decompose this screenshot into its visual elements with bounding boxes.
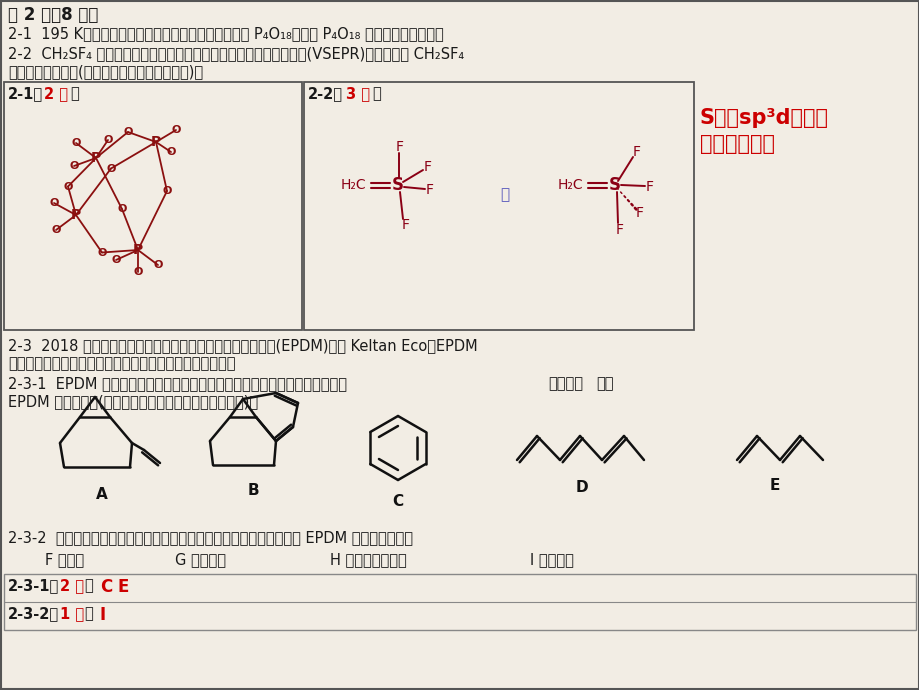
Text: 制备: 制备 [596,376,613,391]
Text: B: B [247,483,258,498]
Text: 不可用于: 不可用于 [548,376,583,391]
Text: 2-3-2  合成高分子主要分为塑料、纤维和橡胶三大类，下列高分子中与 EPDM 同为橡胶的是：: 2-3-2 合成高分子主要分为塑料、纤维和橡胶三大类，下列高分子中与 EPDM … [8,530,413,545]
Text: O: O [111,255,120,265]
Text: 1 分: 1 分 [60,606,84,621]
Bar [303,82,693,330]
Text: E: E [769,478,779,493]
Text: F: F [402,218,410,232]
Text: 的分子结构示意图(体现合理的成键及角度关系)。: 的分子结构示意图(体现合理的成键及角度关系)。 [8,64,203,79]
Text: O: O [50,198,59,208]
Text: 或: 或 [500,188,509,202]
Text: H₂C: H₂C [557,178,582,192]
Text: F: F [395,140,403,154]
Text: O: O [171,125,180,135]
Text: P: P [151,135,161,149]
Text: O: O [123,127,132,137]
Text: 2 分: 2 分 [60,578,84,593]
Text: O: O [166,147,176,157]
Text: D: D [575,480,587,495]
Text: S原子sp³d杂化，: S原子sp³d杂化， [699,108,828,128]
Text: O: O [97,248,107,257]
Text: O: O [72,138,81,148]
Text: G 聚丙烯腈: G 聚丙烯腈 [175,552,226,567]
Text: O: O [69,161,79,171]
Text: ）: ） [70,86,79,101]
Text: 属三元共聚物，由乙烯、丙烯及第三单体经溶液共聚而成。: 属三元共聚物，由乙烯、丙烯及第三单体经溶液共聚而成。 [8,356,235,371]
Text: C: C [392,494,403,509]
Text: 2-1（: 2-1（ [8,86,43,101]
Text: ）: ） [84,578,93,593]
Text: C: C [100,578,112,596]
Text: O: O [103,135,112,145]
Text: F: F [645,180,653,194]
Text: ）: ） [371,86,380,101]
Text: P: P [71,208,81,222]
Bar [4,574,915,630]
Text: 2-3-1  EPDM 具有优良的耐紫外光、耐臭氧、耐腐蚀等性能。写出下列分子中: 2-3-1 EPDM 具有优良的耐紫外光、耐臭氧、耐腐蚀等性能。写出下列分子中 [8,376,346,391]
Text: O: O [63,181,73,192]
Text: O: O [153,260,163,270]
Text: H 反式聚异戊二烯: H 反式聚异戊二烯 [330,552,406,567]
Text: O: O [107,164,116,173]
Text: ）: ） [84,606,93,621]
Text: P: P [132,243,143,257]
Text: 第 2 题（8 分）: 第 2 题（8 分） [8,6,98,24]
Text: I: I [100,606,106,624]
Text: 2-1  195 K，三氧化二磷在二氯甲烷中与臭氧反应得到 P₄O₁₈。画出 P₄O₁₈ 分子的结构示意图。: 2-1 195 K，三氧化二磷在二氯甲烷中与臭氧反应得到 P₄O₁₈。画出 P₄… [8,26,443,41]
Text: 2 分: 2 分 [44,86,68,101]
Text: O: O [133,267,142,277]
Text: F: F [616,223,623,237]
Text: S: S [391,176,403,194]
Text: EPDM 的第三单体(可能多选，答案中含错误选项不得分)。: EPDM 的第三单体(可能多选，答案中含错误选项不得分)。 [8,394,258,409]
Bar [4,82,301,330]
Text: F: F [424,160,432,174]
Text: P: P [91,151,101,165]
Text: I 聚异丁烯: I 聚异丁烯 [529,552,573,567]
Text: O: O [118,204,127,214]
Text: 2-3-1（: 2-3-1（ [8,578,59,593]
Text: 2-2（: 2-2（ [308,86,343,101]
Text: F 聚乙烯: F 聚乙烯 [45,552,84,567]
Text: O: O [162,186,172,196]
Text: F: F [425,183,434,197]
Text: F: F [632,145,641,159]
Text: 2-2  CH₂SF₄ 是一种极性溶剂，其分子几何构型符合价层电子对互斥(VSEPR)模型。画出 CH₂SF₄: 2-2 CH₂SF₄ 是一种极性溶剂，其分子几何构型符合价层电子对互斥(VSEP… [8,46,463,61]
Text: E: E [118,578,130,596]
Text: O: O [51,225,61,235]
Text: 2-3  2018 年足球世界杯比赛用球使用了生物基三元乙丙橡胶(EPDM)产品 Keltan Eco。EPDM: 2-3 2018 年足球世界杯比赛用球使用了生物基三元乙丙橡胶(EPDM)产品 … [8,338,477,353]
Text: S: S [608,176,620,194]
Text: 2-3-2（: 2-3-2（ [8,606,59,621]
Text: 3 分: 3 分 [346,86,369,101]
Text: F: F [635,206,643,220]
Text: H₂C: H₂C [340,178,366,192]
Text: A: A [96,487,108,502]
Text: 变形三角双锥: 变形三角双锥 [699,134,774,154]
